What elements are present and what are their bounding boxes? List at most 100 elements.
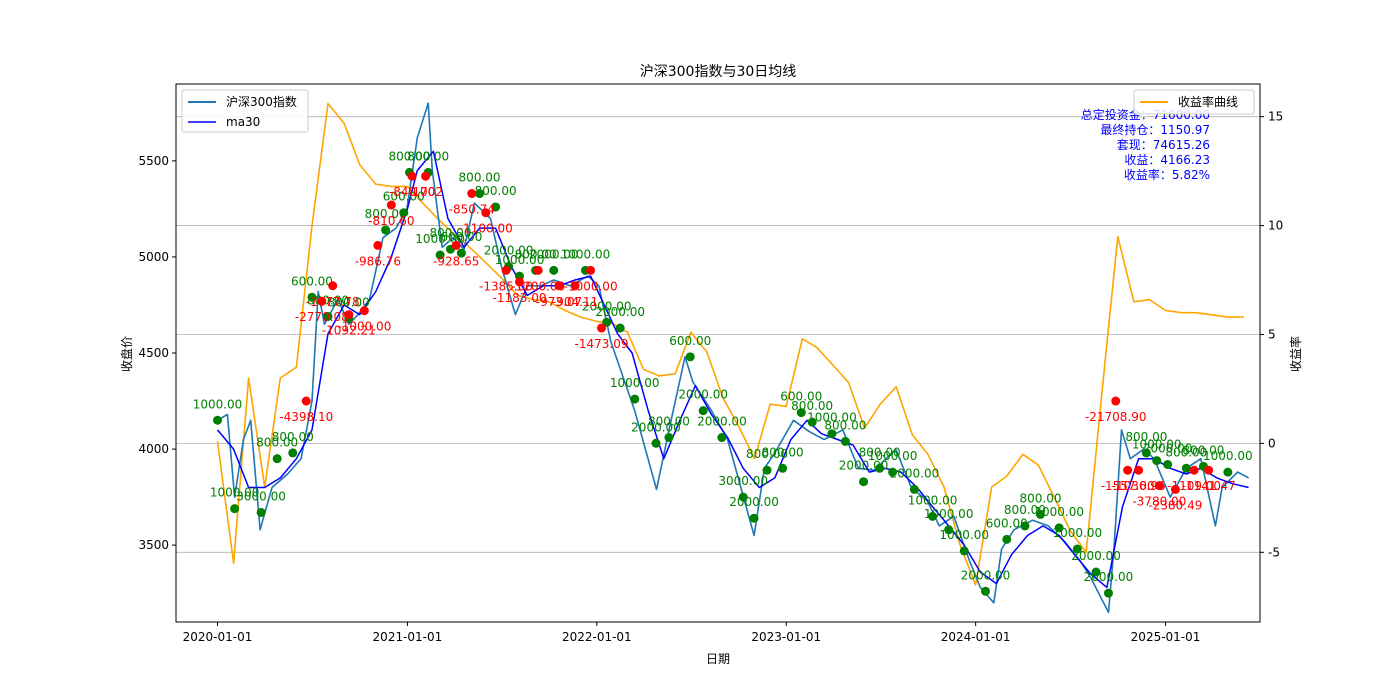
buy-point-marker bbox=[1223, 467, 1233, 477]
sell-point-label: -904.11 bbox=[552, 295, 598, 309]
buy-point-marker bbox=[1181, 463, 1191, 473]
legend-yield-label: 收益率曲线 bbox=[1178, 94, 1238, 109]
buy-point-label: 800.00 bbox=[307, 293, 349, 307]
y-tick-label: 5000 bbox=[138, 250, 169, 264]
buy-point-label: 1000.00 bbox=[924, 507, 974, 521]
buy-point-marker bbox=[888, 467, 898, 477]
buy-point-label: 800.00 bbox=[407, 149, 449, 163]
chart-title: 沪深300指数与30日均线 bbox=[640, 64, 797, 80]
buy-point-label: 1000.00 bbox=[415, 232, 465, 246]
buy-point-marker bbox=[491, 202, 501, 212]
sell-point-marker bbox=[451, 240, 461, 250]
sell-point-marker bbox=[1170, 484, 1180, 494]
sell-point-label: -1000.00 bbox=[564, 279, 618, 293]
buy-point-marker bbox=[717, 433, 727, 443]
sell-point-label: -1183.00 bbox=[493, 291, 547, 305]
summary-line: 收益率：5.82% bbox=[1124, 167, 1210, 182]
buy-point-label: 800.00 bbox=[365, 207, 407, 221]
buy-point-label: 600.00 bbox=[986, 516, 1028, 530]
sell-point-marker bbox=[1134, 465, 1144, 475]
ma30-series-line bbox=[216, 150, 1249, 589]
buy-point-label: 800.00 bbox=[459, 171, 501, 185]
buy-point-marker bbox=[549, 265, 559, 275]
sell-point-label: -928.65 bbox=[433, 254, 479, 268]
buy-point-marker bbox=[435, 250, 445, 260]
buy-point-marker bbox=[1002, 534, 1012, 544]
buy-point-marker bbox=[1091, 567, 1101, 577]
buy-point-marker bbox=[685, 352, 695, 362]
buy-point-marker bbox=[602, 317, 612, 327]
sell-point-marker bbox=[1204, 465, 1214, 475]
y-tick-label: 4000 bbox=[138, 442, 169, 456]
sell-point-marker bbox=[301, 396, 311, 406]
buy-point-marker bbox=[859, 477, 869, 487]
legend-price-label: 沪深300指数 bbox=[226, 94, 297, 109]
y-tick-label: 3500 bbox=[138, 538, 169, 552]
sell-point-label: -1141.47 bbox=[1182, 479, 1236, 493]
buy-point-label: 2000.00 bbox=[582, 299, 632, 313]
buy-point-label: 1000.00 bbox=[1132, 438, 1182, 452]
sell-point-label: -1092.21 bbox=[322, 324, 376, 338]
buy-point-label: 1000.00 bbox=[807, 411, 857, 425]
buy-point-label: 800.00 bbox=[746, 447, 788, 461]
buy-point-label: 2000.00 bbox=[890, 466, 940, 480]
buy-point-label: 600.00 bbox=[291, 274, 333, 288]
buy-point-label: 800.00 bbox=[328, 295, 370, 309]
buy-point-marker bbox=[796, 408, 806, 418]
buy-point-label: 3000.00 bbox=[718, 474, 768, 488]
sell-point-label: -1200.00 bbox=[511, 279, 565, 293]
buy-point-label: 800.00 bbox=[1182, 443, 1224, 457]
yield-series-line bbox=[216, 102, 1244, 586]
buy-point-label: 800.00 bbox=[762, 445, 804, 459]
buy-point-marker bbox=[778, 463, 788, 473]
y-tick-label: 5500 bbox=[138, 154, 169, 168]
y2-tick-label: -5 bbox=[1268, 545, 1280, 559]
buy-point-marker bbox=[399, 208, 409, 218]
buy-point-label: 1000.00 bbox=[1053, 526, 1103, 540]
buy-point-label: 600.00 bbox=[780, 390, 822, 404]
buy-point-marker bbox=[630, 394, 640, 404]
buy-point-label: 800.00 bbox=[1165, 445, 1207, 459]
buy-point-label: 1000.00 bbox=[1203, 449, 1253, 463]
sell-point-label: -1702 bbox=[408, 185, 443, 199]
legend-right: 收益率曲线 bbox=[1133, 89, 1255, 115]
sell-point-marker bbox=[421, 171, 431, 181]
buy-point-marker bbox=[1054, 523, 1064, 533]
buy-point-label: 800.00 bbox=[1125, 430, 1167, 444]
buy-point-label: 800.00 bbox=[1020, 491, 1062, 505]
buy-point-label: 2000.00 bbox=[697, 415, 747, 429]
sell-point-marker bbox=[570, 281, 580, 291]
sell-point-label: -2380.49 bbox=[1148, 498, 1202, 512]
buy-point-label: 2000.00 bbox=[1143, 441, 1193, 455]
sell-point-marker bbox=[1154, 481, 1164, 491]
y2-tick-label: 15 bbox=[1268, 110, 1283, 124]
buy-point-label: 600.00 bbox=[440, 230, 482, 244]
buy-point-label: 600.00 bbox=[669, 334, 711, 348]
sell-point-label: -1473.09 bbox=[575, 337, 629, 351]
buy-point-label: 1000.00 bbox=[1034, 505, 1084, 519]
buy-point-marker bbox=[323, 311, 333, 321]
buy-point-marker bbox=[749, 513, 759, 523]
buy-point-label: 800.00 bbox=[859, 445, 901, 459]
buy-point-marker bbox=[1103, 588, 1113, 598]
buy-point-marker bbox=[827, 429, 837, 439]
sell-point-marker bbox=[597, 323, 607, 333]
buy-point-marker bbox=[1141, 448, 1151, 458]
x-tick-label: 2024-01-01 bbox=[941, 630, 1011, 644]
sell-point-marker bbox=[533, 265, 543, 275]
y2-tick-label: 5 bbox=[1268, 327, 1276, 341]
buy-point-marker bbox=[1152, 456, 1162, 466]
summary-line: 收益：4166.23 bbox=[1124, 153, 1210, 167]
buy-point-marker bbox=[272, 454, 282, 464]
sell-point-label: -3780.00 bbox=[1132, 495, 1186, 509]
plot-area: 1000.001000.003000.00800.00800.00600.008… bbox=[138, 83, 1283, 644]
sell-point-label: -810.60 bbox=[368, 214, 414, 228]
sell-point-marker bbox=[407, 171, 417, 181]
sell-point-label: -986.76 bbox=[355, 254, 401, 268]
buy-point-label: 3000.00 bbox=[236, 489, 286, 503]
buy-point-label: 800.00 bbox=[389, 149, 431, 163]
summary-line: 最终持仓：1150.97 bbox=[1100, 122, 1210, 137]
buy-point-marker bbox=[980, 586, 990, 596]
sell-point-label: -1109.00 bbox=[1167, 479, 1221, 493]
